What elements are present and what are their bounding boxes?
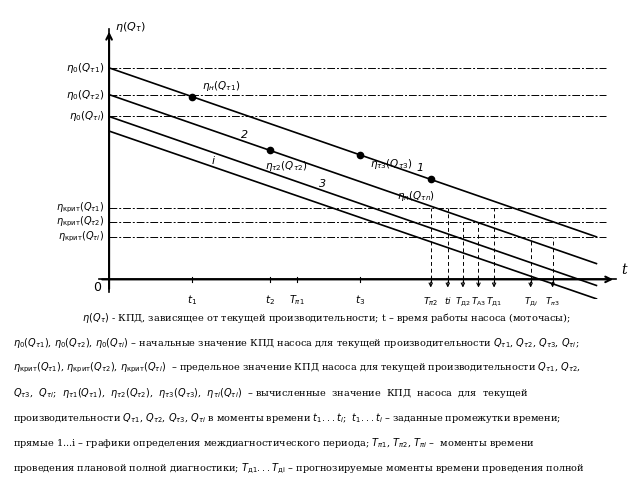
Text: проведения плановой полной диагностики; $T_{\text{д1}}...T_{\text{дi}}$ – прогно: проведения плановой полной диагностики; … — [13, 461, 585, 476]
Text: $\eta_{\rm крит}(Q_{\tau i})$: $\eta_{\rm крит}(Q_{\tau i})$ — [58, 229, 104, 244]
Text: $T_{\pi3}$: $T_{\pi3}$ — [545, 295, 560, 308]
Text: 2: 2 — [241, 130, 248, 140]
Text: $\eta_0(Q_{\tau1})$: $\eta_0(Q_{\tau1})$ — [66, 61, 104, 75]
Text: $T_{\pi2}$: $T_{\pi2}$ — [423, 295, 438, 308]
Text: прямые 1...i – графики определения междиагностического периода; $T_{\pi1}$, $T_{: прямые 1...i – графики определения межди… — [13, 436, 534, 450]
Text: $\eta_{\rm крит}(Q_{\tau1})$, $\eta_{\rm крит}(Q_{\tau2})$, $\eta_{\rm крит}(Q_{: $\eta_{\rm крит}(Q_{\tau1})$, $\eta_{\rm… — [13, 361, 580, 375]
Text: $\eta_н(Q_{\tau1})$: $\eta_н(Q_{\tau1})$ — [202, 79, 240, 93]
Text: $t_2$: $t_2$ — [265, 293, 275, 307]
Text: $\eta_0(Q_{\tau i})$: $\eta_0(Q_{\tau i})$ — [68, 109, 104, 123]
Text: $\eta_{\tau2}(Q_{\tau2})$: $\eta_{\tau2}(Q_{\tau2})$ — [265, 159, 308, 173]
Text: $t_1$: $t_1$ — [187, 293, 197, 307]
Text: $T_{\pi1}$: $T_{\pi1}$ — [289, 293, 305, 307]
Text: 0: 0 — [93, 281, 101, 295]
Text: производительности $Q_{\tau1}$, $Q_{\tau2}$, $Q_{\tau3}$, $Q_{\tau i}$ в моменты: производительности $Q_{\tau1}$, $Q_{\tau… — [13, 411, 561, 425]
Text: $T_{\text{Д}i}$: $T_{\text{Д}i}$ — [524, 295, 538, 308]
Text: $T_{\text{Д}1}$: $T_{\text{Д}1}$ — [486, 295, 502, 308]
Text: $T_{\text{А}3}$: $T_{\text{А}3}$ — [471, 295, 486, 308]
Text: 3: 3 — [319, 179, 326, 189]
Text: $\eta(Q_\tau)$ - КПД, зависящее от текущей производительности; t – время работы : $\eta(Q_\tau)$ - КПД, зависящее от текущ… — [70, 311, 570, 325]
Text: $\eta_{\rm крит}(Q_{\tau2})$: $\eta_{\rm крит}(Q_{\tau2})$ — [56, 215, 104, 229]
Text: $t_3$: $t_3$ — [355, 293, 365, 307]
Text: t: t — [621, 263, 627, 277]
Text: $\eta_{\rm крит}(Q_{\tau1})$: $\eta_{\rm крит}(Q_{\tau1})$ — [56, 201, 104, 215]
Text: $\eta_0(Q_{\tau2})$: $\eta_0(Q_{\tau2})$ — [66, 88, 104, 102]
Text: i: i — [211, 156, 214, 166]
Text: $\eta_0(Q_{\tau1})$, $\eta_0(Q_{\tau2})$, $\eta_0(Q_{\tau i})$ – начальные значе: $\eta_0(Q_{\tau1})$, $\eta_0(Q_{\tau2})$… — [13, 336, 579, 350]
Text: $\eta_{\tau3}(Q_{\tau3})$: $\eta_{\tau3}(Q_{\tau3})$ — [370, 157, 412, 171]
Text: $ti$: $ti$ — [444, 295, 452, 306]
Text: $\eta(Q_\tau)$: $\eta(Q_\tau)$ — [115, 20, 145, 34]
Text: 1: 1 — [416, 162, 423, 173]
Text: $Q_{\tau3}$,  $Q_{\tau i}$;  $\eta_{\tau1}(Q_{\tau1})$,  $\eta_{\tau2}(Q_{\tau2}: $Q_{\tau3}$, $Q_{\tau i}$; $\eta_{\tau1}… — [13, 386, 528, 400]
Text: $\eta_n(Q_{\tau n})$: $\eta_n(Q_{\tau n})$ — [397, 189, 435, 203]
Text: $T_{\text{Д}2}$: $T_{\text{Д}2}$ — [455, 295, 471, 308]
